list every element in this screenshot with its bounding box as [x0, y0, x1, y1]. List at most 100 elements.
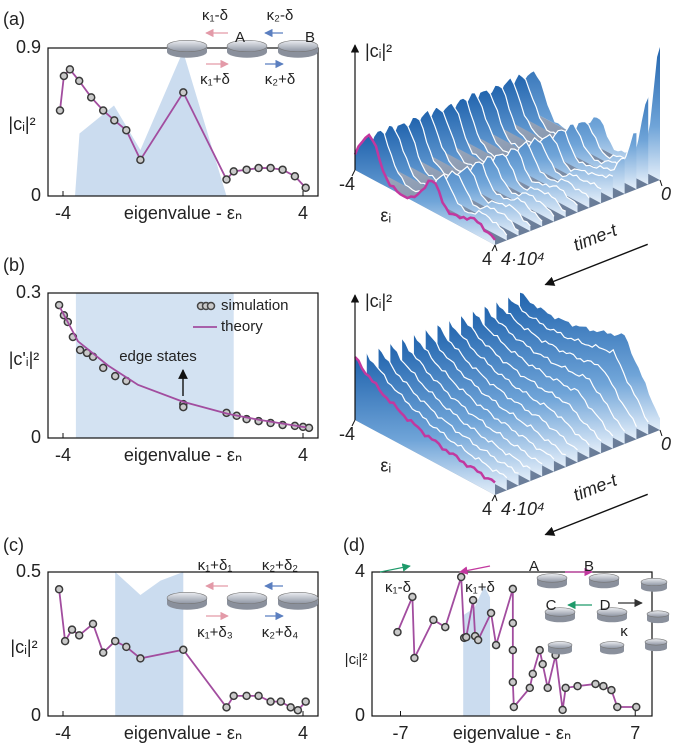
- inset-label: B: [305, 29, 315, 46]
- y-tick-label: 0.9: [16, 37, 41, 57]
- x-axis-label: eigenvalue - εₙ: [453, 723, 571, 743]
- z-axis-label: |cᵢ|²: [365, 41, 392, 61]
- data-point: [123, 643, 130, 650]
- inset-label: κ₁+δ: [200, 71, 230, 88]
- lattice-site: [167, 40, 207, 57]
- e-tick: [492, 495, 495, 501]
- data-point: [223, 704, 230, 711]
- x-tick-label: -4: [55, 723, 71, 743]
- data-point: [463, 634, 470, 641]
- x-tick-label: 7: [630, 723, 640, 743]
- inset-label: A: [529, 558, 539, 575]
- data-point: [544, 684, 551, 691]
- data-point: [90, 620, 97, 627]
- legend-marker: [208, 303, 215, 310]
- data-point: [394, 629, 401, 636]
- inset-label: κ₁-δ: [202, 7, 228, 24]
- lattice-site: [645, 639, 667, 651]
- data-point: [267, 698, 274, 705]
- site-top: [645, 639, 667, 645]
- site-bottom: [645, 645, 667, 651]
- site-top: [600, 642, 624, 649]
- x-tick-label: -4: [55, 445, 71, 465]
- figure: 00.9-44eigenvalue - εₙ|cᵢ|²(a)κ₁-δκ₂-δAB…: [0, 0, 680, 751]
- data-point: [562, 684, 569, 691]
- data-point: [223, 176, 230, 183]
- annotation: edge states: [119, 348, 197, 365]
- legend-label: theory: [221, 318, 263, 335]
- data-point: [608, 687, 615, 694]
- data-point: [539, 661, 546, 668]
- data-point: [411, 655, 418, 662]
- inset-label: κ₁+δ₃: [197, 624, 233, 641]
- inset-label: B: [584, 558, 594, 575]
- data-point: [488, 610, 495, 617]
- data-point: [180, 404, 187, 411]
- t-tick: [495, 495, 497, 501]
- site-top: [641, 578, 667, 585]
- lattice-site: [227, 40, 267, 57]
- data-point: [279, 166, 286, 173]
- data-point: [69, 626, 76, 633]
- data-point: [100, 107, 107, 114]
- lattice-site: [647, 611, 669, 623]
- data-point: [509, 647, 516, 654]
- hopping-arrow: [460, 566, 490, 572]
- y-tick-label: 0: [355, 705, 365, 725]
- data-point: [493, 642, 500, 649]
- lattice-site: [278, 592, 318, 609]
- data-point: [509, 679, 516, 686]
- panel-label: (b): [3, 255, 25, 275]
- hopping-arrow: [380, 566, 410, 572]
- lattice-site: [548, 642, 572, 655]
- site-top: [167, 40, 207, 51]
- x-tick-label: 4: [298, 723, 308, 743]
- data-point: [529, 670, 536, 677]
- data-point: [430, 616, 437, 623]
- y-axis-label: |c'ᵢ|²: [9, 349, 40, 369]
- inset-label: κ₁+δ₁: [198, 557, 233, 574]
- data-point: [574, 683, 581, 690]
- data-point: [56, 302, 63, 309]
- inset-label: κ₂+δ: [265, 71, 295, 88]
- data-point: [88, 94, 95, 101]
- data-point: [230, 692, 237, 699]
- e-tick-label: 4: [482, 249, 492, 269]
- data-point: [77, 347, 84, 354]
- lattice-site: [589, 574, 619, 589]
- y-tick-label: 0.5: [16, 561, 41, 581]
- inset-label: κ₂+δ₄: [262, 624, 299, 641]
- data-point: [294, 707, 301, 714]
- t-tick-label: 0: [661, 184, 671, 204]
- data-point: [475, 637, 482, 644]
- y-tick-label: 0: [31, 427, 41, 447]
- y-tick-label: 0.3: [16, 282, 41, 302]
- z-axis-label: |cᵢ|²: [365, 291, 392, 311]
- data-point: [76, 632, 83, 639]
- inset-label: κ₁-δ: [385, 579, 411, 596]
- lattice-site: [537, 574, 567, 589]
- e-tick-label: 4: [482, 499, 492, 519]
- lattice-site: [600, 642, 624, 655]
- shaded-area: [463, 586, 490, 716]
- data-point: [614, 704, 621, 711]
- site-top: [548, 642, 572, 649]
- data-point: [137, 156, 144, 163]
- data-point: [60, 72, 67, 79]
- site-top: [647, 611, 669, 617]
- lattice-site: [167, 592, 207, 609]
- x-axis-label: eigenvalue - εₙ: [124, 445, 242, 465]
- t-axis-arrow: [545, 244, 647, 284]
- inset-label: D: [600, 597, 611, 614]
- inset-label: A: [235, 29, 245, 46]
- inset-label: κ₁+δ: [465, 579, 495, 596]
- data-point: [123, 127, 130, 134]
- data-point: [458, 574, 465, 581]
- x-axis-label: eigenvalue - εₙ: [124, 723, 242, 743]
- y-axis-label: |cᵢ|²: [345, 651, 368, 668]
- y-axis-label: |cᵢ|²: [10, 637, 37, 657]
- data-point: [559, 706, 566, 713]
- e-tick: [492, 245, 495, 251]
- t-axis-label: time-t: [570, 469, 620, 504]
- x-tick-label: 4: [298, 203, 308, 223]
